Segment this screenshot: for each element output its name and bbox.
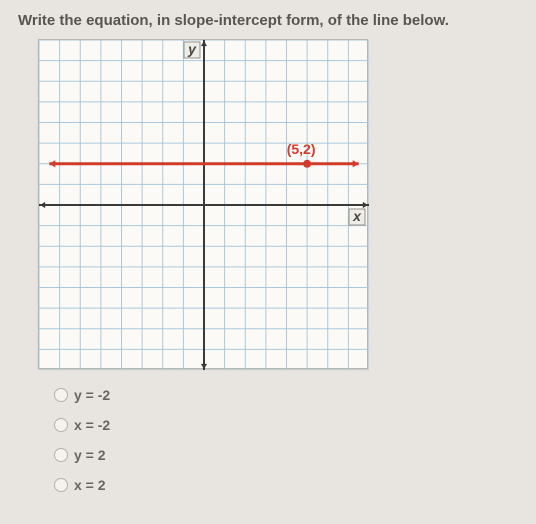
option-label: x = -2 <box>74 417 110 433</box>
svg-text:x: x <box>352 208 362 224</box>
question-prompt: Write the equation, in slope-intercept f… <box>18 12 518 29</box>
option-label: y = -2 <box>74 387 110 403</box>
radio-icon[interactable] <box>54 478 68 492</box>
svg-text:y: y <box>187 41 197 57</box>
radio-icon[interactable] <box>54 418 68 432</box>
option-label: x = 2 <box>74 477 106 493</box>
answer-options: y = -2 x = -2 y = 2 x = 2 <box>54 387 518 493</box>
option-row[interactable]: y = -2 <box>54 387 518 403</box>
radio-icon[interactable] <box>54 388 68 402</box>
option-row[interactable]: x = 2 <box>54 477 518 493</box>
option-row[interactable]: y = 2 <box>54 447 518 463</box>
coordinate-graph: y x (5,2) <box>39 40 369 370</box>
option-row[interactable]: x = -2 <box>54 417 518 433</box>
graph-panel: y x (5,2) <box>38 39 368 369</box>
radio-icon[interactable] <box>54 448 68 462</box>
option-label: y = 2 <box>74 447 106 463</box>
svg-text:(5,2): (5,2) <box>287 141 316 157</box>
